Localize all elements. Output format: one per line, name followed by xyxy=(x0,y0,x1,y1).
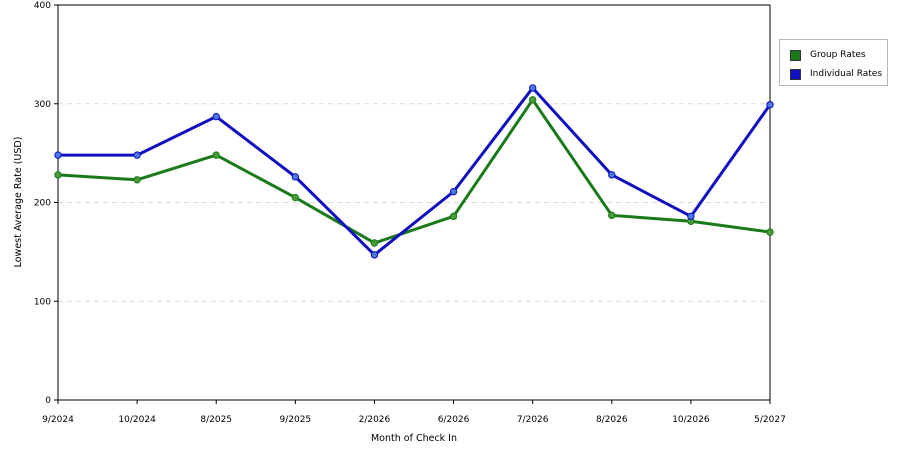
x-tick-label: 8/2025 xyxy=(200,415,232,425)
x-tick-label: 9/2024 xyxy=(42,415,74,425)
legend-item-group-rates: Group Rates xyxy=(790,48,866,62)
legend-swatch-individual-rates xyxy=(790,68,801,80)
data-point-group-rates xyxy=(528,96,537,104)
data-point-group-rates xyxy=(133,176,141,184)
x-tick-label: 10/2024 xyxy=(118,415,156,425)
data-point-individual-rates xyxy=(54,151,62,159)
y-tick-label: 200 xyxy=(34,199,51,209)
axes: 0 100 200 300 400 9/2024 10/2024 8/2025 9/2025 2/… xyxy=(34,1,786,425)
legend-label-individual-rates: Individual Rates xyxy=(810,69,883,79)
data-point-group-rates xyxy=(608,211,616,220)
data-point-group-rates xyxy=(766,228,774,236)
x-tick-label: 5/2027 xyxy=(754,415,786,425)
series-layer xyxy=(54,84,774,259)
x-tick-label: 7/2026 xyxy=(517,415,549,425)
data-point-individual-rates xyxy=(133,151,141,159)
data-point-individual-rates xyxy=(212,112,220,121)
data-point-individual-rates xyxy=(687,212,695,221)
data-point-group-rates xyxy=(54,171,62,179)
legend: Group Rates Individual Rates xyxy=(779,39,888,86)
data-point-group-rates xyxy=(212,151,220,159)
data-point-group-rates xyxy=(291,193,300,202)
x-axis-title: Month of Check In xyxy=(371,433,457,444)
data-point-group-rates xyxy=(370,239,379,247)
y-tick-label: 300 xyxy=(34,100,51,110)
gridlines xyxy=(58,103,770,302)
x-tick-label: 9/2025 xyxy=(279,415,311,425)
y-tick-label: 100 xyxy=(34,297,51,307)
x-tick-label: 8/2026 xyxy=(596,415,628,425)
x-tick-label: 10/2026 xyxy=(672,415,710,425)
data-point-group-rates xyxy=(449,212,458,221)
data-point-individual-rates xyxy=(528,84,537,92)
data-point-individual-rates xyxy=(766,101,774,109)
data-point-individual-rates xyxy=(291,173,300,181)
data-point-individual-rates xyxy=(449,187,458,196)
series-line-group-rates xyxy=(56,98,772,245)
y-tick-label: 0 xyxy=(45,396,51,406)
series-line-individual-rates xyxy=(56,86,772,257)
data-point-individual-rates xyxy=(370,251,379,259)
x-tick-label: 6/2026 xyxy=(438,415,470,425)
y-tick-label: 400 xyxy=(34,1,51,11)
legend-swatch-group-rates xyxy=(790,49,801,61)
legend-item-individual-rates: Individual Rates xyxy=(790,67,882,81)
data-point-individual-rates xyxy=(608,171,616,179)
y-axis-title: Lowest Average Rate (USD) xyxy=(13,137,24,268)
x-tick-label: 2/2026 xyxy=(359,415,391,425)
legend-label-group-rates: Group Rates xyxy=(810,50,866,60)
